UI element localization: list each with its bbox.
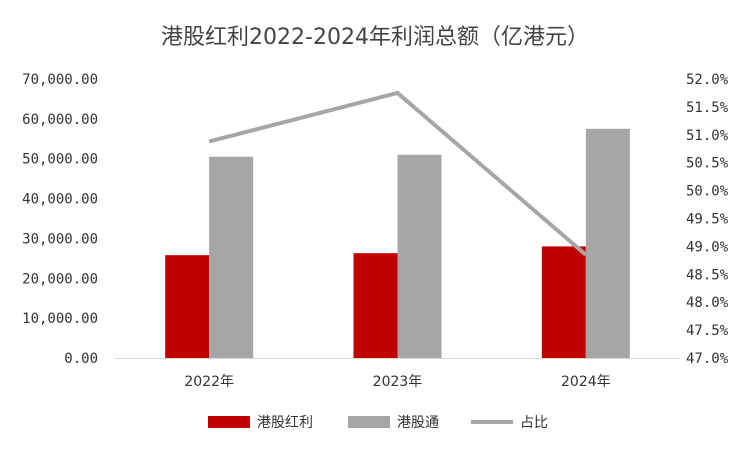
- legend-label: 占比: [520, 415, 548, 431]
- bar-hk-dividend-1: [353, 253, 398, 358]
- chart-title: 港股红利2022-2024年利润总额（亿港元）: [161, 25, 589, 50]
- right-axis-tick: 48.0%: [686, 295, 729, 311]
- right-axis-tick: 50.5%: [686, 156, 729, 172]
- right-axis-tick: 47.5%: [686, 323, 729, 339]
- left-axis-tick: 0.00: [64, 351, 98, 367]
- bar-hk-connect-2: [585, 128, 630, 358]
- bar-series: [165, 128, 630, 358]
- left-axis-tick: 10,000.00: [22, 311, 98, 327]
- right-axis-tick: 51.5%: [686, 100, 729, 116]
- right-axis-tick: 49.0%: [686, 239, 729, 255]
- legend-swatch: [208, 416, 250, 428]
- left-axis-tick: 60,000.00: [22, 112, 98, 128]
- right-axis-tick: 49.5%: [686, 212, 729, 228]
- x-axis-labels: 2022年 2023年 2024年: [184, 374, 610, 390]
- bar-hk-dividend-0: [165, 255, 210, 358]
- right-axis-tick: 52.0%: [686, 72, 729, 88]
- left-axis-tick: 70,000.00: [22, 72, 98, 88]
- left-axis-tick: 40,000.00: [22, 192, 98, 208]
- x-axis-label: 2022年: [184, 374, 234, 390]
- left-axis-tick: 20,000.00: [22, 271, 98, 287]
- right-axis: 47.0% 47.5% 48.0% 48.5% 49.0% 49.5% 50.0% 50.5%…: [686, 72, 729, 367]
- left-axis: 0.00 10,000.00 20,000.00 30,000.00 40,000.00…: [22, 72, 98, 367]
- legend-label: 港股通: [397, 415, 439, 431]
- left-axis-tick: 30,000.00: [22, 231, 98, 247]
- bar-hk-connect-1: [397, 154, 442, 358]
- bar-hk-dividend-2: [541, 246, 586, 358]
- right-axis-tick: 48.5%: [686, 267, 729, 283]
- x-axis-label: 2024年: [561, 374, 611, 390]
- x-axis-label: 2023年: [373, 374, 423, 390]
- legend-swatch: [348, 416, 390, 428]
- legend: 港股红利 港股通 占比: [208, 415, 548, 431]
- right-axis-tick: 51.0%: [686, 128, 729, 144]
- bar-hk-connect-0: [209, 156, 254, 358]
- left-axis-tick: 50,000.00: [22, 152, 98, 168]
- right-axis-tick: 50.0%: [686, 184, 729, 200]
- right-axis-tick: 47.0%: [686, 351, 729, 367]
- legend-label: 港股红利: [257, 415, 313, 431]
- line-series: [208, 90, 588, 257]
